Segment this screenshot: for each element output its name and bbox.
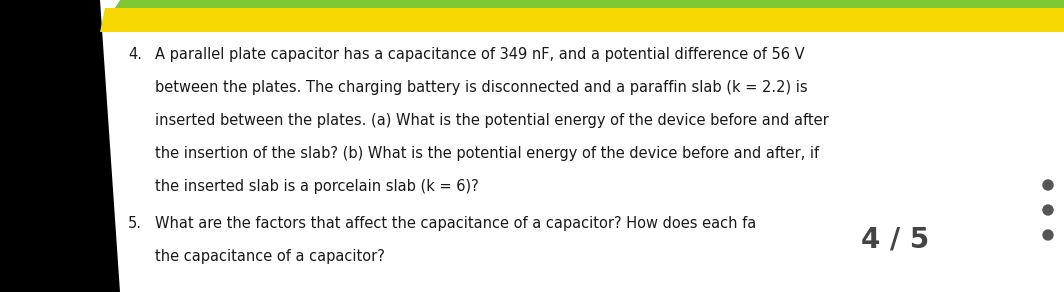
Text: the inserted slab is a porcelain slab (k = 6)?: the inserted slab is a porcelain slab (k… [155, 179, 479, 194]
Text: What are the factors that affect the capacitance of a capacitor? How does each f: What are the factors that affect the cap… [155, 216, 757, 231]
Text: between the plates. The charging battery is disconnected and a paraffin slab (k : between the plates. The charging battery… [155, 80, 808, 95]
Polygon shape [0, 0, 120, 292]
Circle shape [1043, 180, 1053, 190]
Polygon shape [100, 8, 1064, 32]
Text: 5.: 5. [128, 216, 142, 231]
Text: the insertion of the slab? (b) What is the potential energy of the device before: the insertion of the slab? (b) What is t… [155, 146, 819, 161]
Circle shape [1043, 230, 1053, 240]
Text: A parallel plate capacitor has a capacitance of 349 nF, and a potential differen: A parallel plate capacitor has a capacit… [155, 47, 804, 62]
Polygon shape [115, 0, 1064, 8]
Text: 4 / 5: 4 / 5 [861, 225, 929, 253]
Circle shape [970, 250, 1064, 292]
Circle shape [1043, 205, 1053, 215]
Text: inserted between the plates. (a) What is the potential energy of the device befo: inserted between the plates. (a) What is… [155, 113, 829, 128]
FancyBboxPatch shape [832, 202, 958, 273]
Text: 4.: 4. [128, 47, 142, 62]
Text: the capacitance of a capacitor?: the capacitance of a capacitor? [155, 249, 385, 264]
